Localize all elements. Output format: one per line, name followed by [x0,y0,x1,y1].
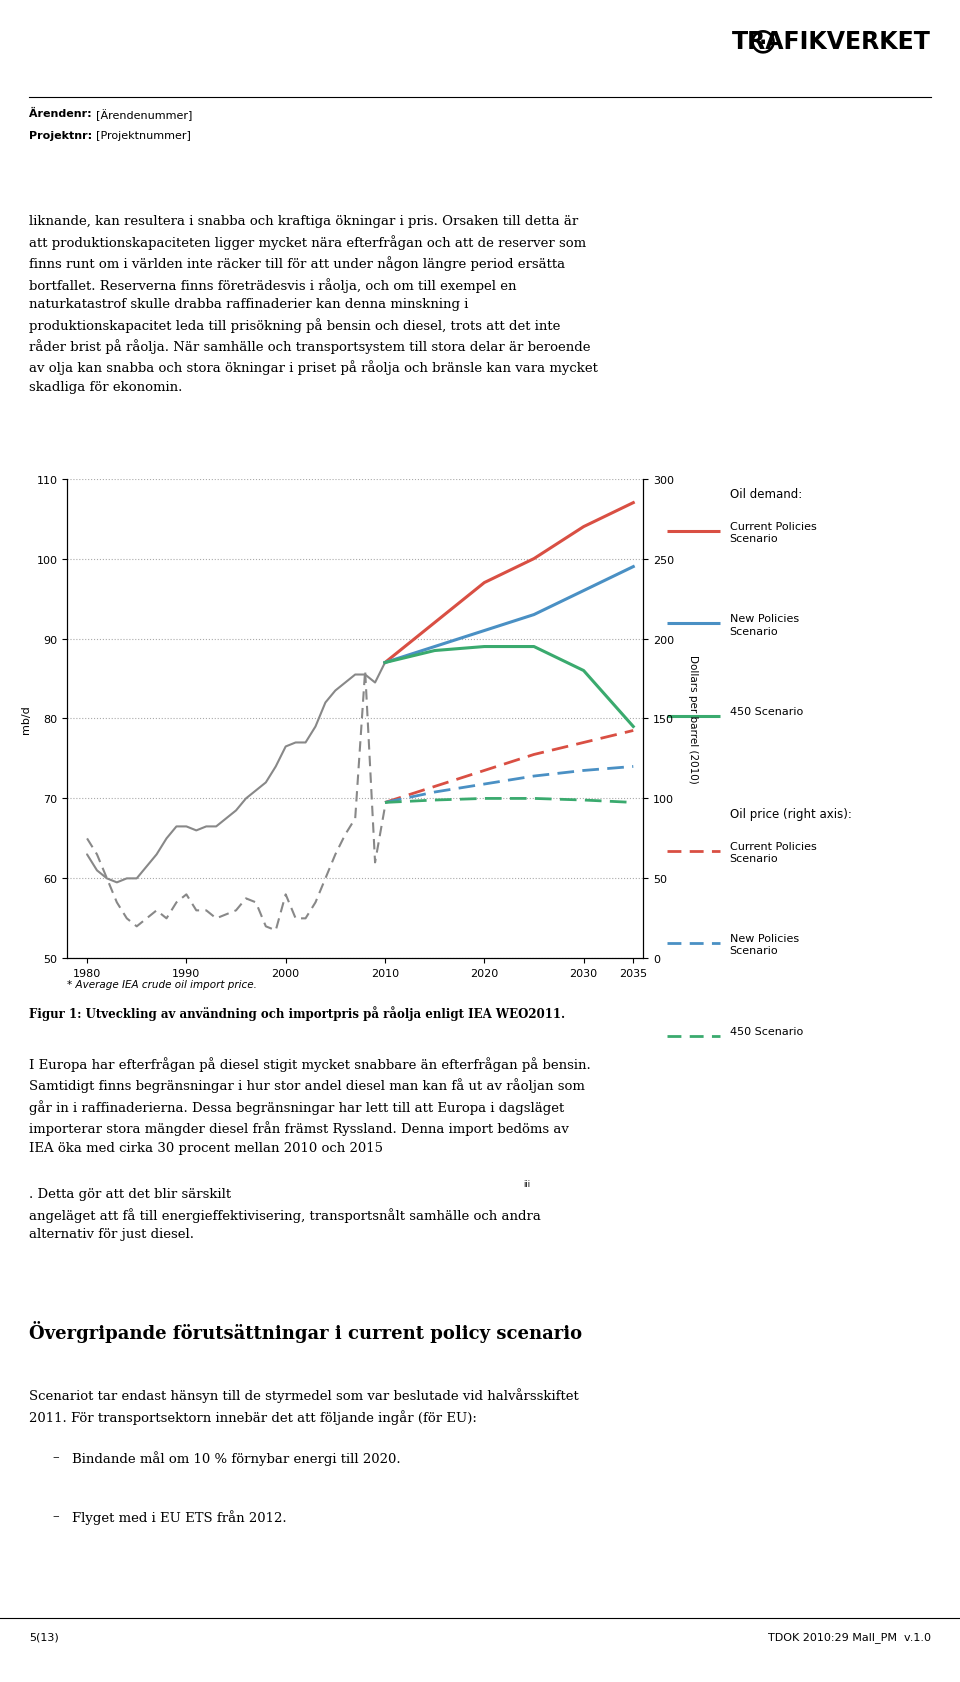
Text: Övergripande förutsättningar i current policy scenario: Övergripande förutsättningar i current p… [29,1320,582,1342]
Text: New Policies
Scenario: New Policies Scenario [730,934,799,955]
Text: New Policies
Scenario: New Policies Scenario [730,614,799,636]
Text: Flyget med i EU ETS från 2012.: Flyget med i EU ETS från 2012. [72,1510,287,1524]
Text: Scenariot tar endast hänsyn till de styrmedel som var beslutade vid halvårsskift: Scenariot tar endast hänsyn till de styr… [29,1388,579,1425]
Text: liknande, kan resultera i snabba och kraftiga ökningar i pris. Orsaken till dett: liknande, kan resultera i snabba och kra… [29,215,598,394]
Text: Current Policies
Scenario: Current Policies Scenario [730,841,816,863]
Text: Bindande mål om 10 % förnybar energi till 2020.: Bindande mål om 10 % förnybar energi til… [72,1450,400,1465]
Y-axis label: mb/d: mb/d [21,705,31,733]
Text: ⊙: ⊙ [748,25,779,59]
Text: I Europa har efterfrågan på diesel stigit mycket snabbare än efterfrågan på bens: I Europa har efterfrågan på diesel stigi… [29,1056,590,1154]
Text: Ärendenr:: Ärendenr: [29,109,91,119]
Text: –: – [53,1450,60,1463]
Y-axis label: Dollars per barrel (2010): Dollars per barrel (2010) [688,654,698,784]
Text: Projektnr:: Projektnr: [29,131,92,141]
Text: Oil demand:: Oil demand: [730,488,802,501]
Text: –: – [53,1510,60,1522]
Text: TRAFIKVERKET: TRAFIKVERKET [732,30,931,54]
Text: iii: iii [523,1179,530,1187]
Text: [Ärendenummer]: [Ärendenummer] [96,109,192,121]
Text: TDOK 2010:29 Mall_PM  v.1.0: TDOK 2010:29 Mall_PM v.1.0 [768,1632,931,1642]
Text: 450 Scenario: 450 Scenario [730,1026,803,1036]
Text: * Average IEA crude oil import price.: * Average IEA crude oil import price. [67,979,257,989]
Text: 450 Scenario: 450 Scenario [730,706,803,717]
Text: Figur 1: Utveckling av användning och importpris på råolja enligt IEA WEO2011.: Figur 1: Utveckling av användning och im… [29,1006,564,1021]
Text: 5(13): 5(13) [29,1632,59,1642]
Text: [Projektnummer]: [Projektnummer] [96,131,191,141]
Text: Oil price (right axis):: Oil price (right axis): [730,807,852,821]
Text: . Detta gör att det blir särskilt
angeläget att få till energieffektivisering, t: . Detta gör att det blir särskilt angelä… [29,1187,540,1240]
Text: Current Policies
Scenario: Current Policies Scenario [730,521,816,543]
